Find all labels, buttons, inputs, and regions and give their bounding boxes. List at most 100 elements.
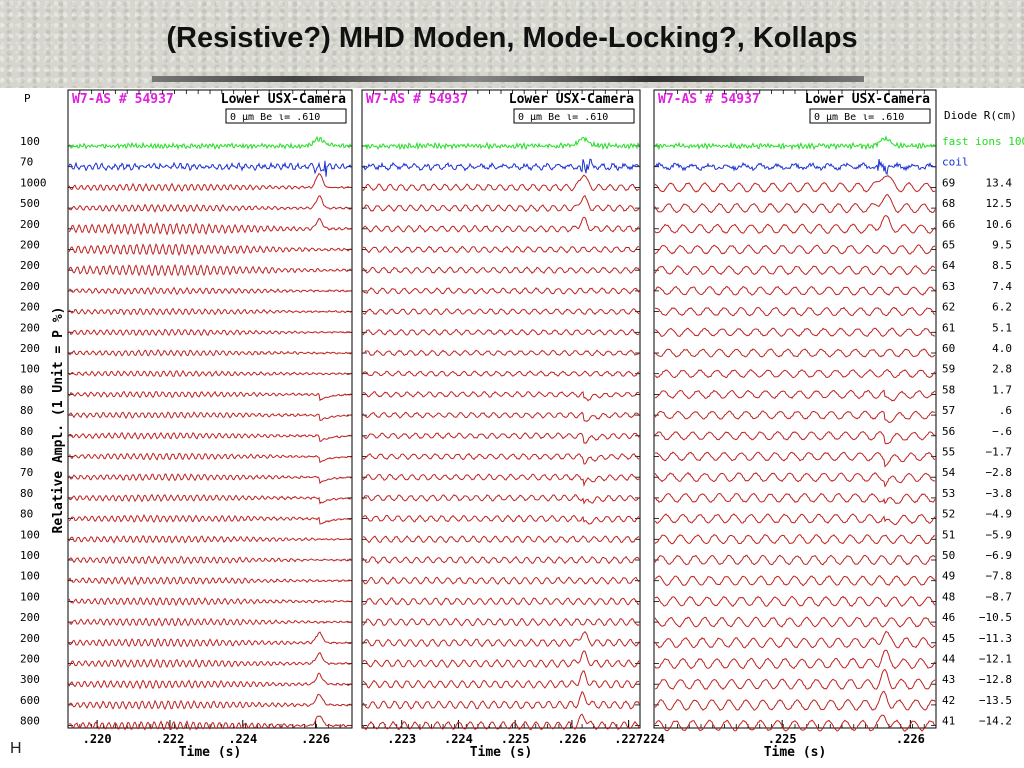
trace-60 [362,349,640,357]
trace-66 [362,216,640,233]
trace-64 [68,263,352,277]
legend-diode-radius: 8.5 [992,259,1012,272]
trace-56 [654,430,936,445]
trace-50 [654,554,936,566]
x-tick-label: .226 [301,732,330,746]
legend-diode-number: 55 [942,446,955,459]
trace-48 [654,595,936,608]
trace-55 [68,452,352,464]
trace-54 [654,471,936,488]
p-value-label: 200 [20,321,40,334]
trace-65 [654,244,936,255]
panel-header-right: Lower USX-Camera [221,92,346,107]
p-value-label: 300 [20,673,40,686]
legend-diode-radius: 4.0 [992,342,1012,355]
trace-56 [68,431,352,442]
x-tick-label: .220 [83,732,112,746]
trace-53 [654,492,936,505]
legend-diode-number: 59 [942,363,955,376]
legend-diode-radius: 1.7 [992,383,1012,396]
trace-66 [68,217,352,236]
trace-48 [362,597,640,606]
legend-diode-radius: −10.5 [979,611,1012,624]
trace-58 [363,390,640,402]
p-value-label: 200 [20,280,40,293]
trace-54 [68,473,352,485]
slide-title: (Resistive?) MHD Moden, Mode-Locking?, K… [166,22,858,54]
p-value-label: 100 [20,363,40,376]
trace-55 [362,452,640,465]
legend-diode-number: 46 [942,611,955,624]
filter-box [513,108,635,124]
legend-diode-number: 61 [942,321,955,334]
trace-49 [68,575,352,586]
trace-59 [362,370,640,377]
p-value-label: 500 [20,197,40,210]
diode-legend: Diode R(cm) fast ions 100 coil 69 13.4 68 12.5… [942,109,1024,728]
trace-61 [68,328,352,337]
trace-42 [654,690,936,711]
trace-52 [68,513,352,525]
p-value-label: 200 [20,653,40,666]
legend-series-name: coil [942,156,969,169]
trace-53 [68,493,352,505]
trace-41 [69,715,352,731]
trace-42 [362,690,640,710]
legend-diode-radius: 12.5 [986,197,1013,210]
x-tick-label: .224 [228,732,257,746]
trace-57 [68,411,352,421]
legend-diode-radius: −6.9 [986,549,1013,562]
legend-diode-radius: −1.7 [986,446,1013,459]
p-value-label: 1000 [20,176,47,189]
panel-header-left: W7-AS # 54937 [72,92,174,107]
p-scale-labels: P 100 70 1000 500 200 200 200 200 200 200 200 100 80 8… [20,92,47,728]
trace-51 [68,534,352,544]
legend-diode-number: 41 [942,715,955,728]
filter-box [809,108,931,124]
legend-diode-number: 53 [942,487,955,500]
trace-60 [68,349,352,357]
legend-diode-radius: −8.7 [986,590,1013,603]
trace-54 [362,473,640,487]
filter-label: 0 µm Be ι= .610 [230,112,320,123]
trace-coil [362,158,640,174]
panels: W7-AS # 54937 Lower USX-Camera 0 µm Be ι= … [67,89,937,760]
trace-41 [654,714,936,732]
legend-diode-radius: 6.2 [992,301,1012,314]
legend-diode-radius: −13.5 [979,694,1012,707]
trace-65 [362,245,640,254]
trace-57 [654,410,936,423]
trace-50 [362,555,640,565]
x-axis-label: Time (s) [470,745,533,760]
trace-63 [362,287,640,295]
legend-diode-number: 64 [942,259,956,272]
legend-diode-number: 42 [942,694,955,707]
trace-51 [654,533,935,545]
legend-diode-radius: 13.4 [986,176,1013,189]
trace-59 [654,368,936,379]
trace-62 [362,308,640,316]
p-value-label: 80 [20,425,33,438]
x-tick-label: 224 [643,732,665,746]
p-value-label: 80 [20,404,33,417]
legend-diode-number: 54 [942,466,956,479]
legend-diode-radius: 2.8 [992,363,1012,376]
trace-49 [362,576,640,585]
panel-header-left: W7-AS # 54937 [366,92,468,107]
trace-52 [654,513,936,526]
legend-diode-number: 56 [942,425,955,438]
trace-45 [68,631,351,648]
panel-3: W7-AS # 54937 Lower USX-Camera 0 µm Be ι= … [643,89,937,760]
panel-header-left: W7-AS # 54937 [658,92,760,107]
legend-diode-number: 44 [942,653,956,666]
p-value-label: 200 [20,632,40,645]
legend-diode-radius: 5.1 [992,321,1012,334]
trace-52 [362,514,640,525]
trace-64 [362,266,640,274]
legend-diode-radius: −5.9 [986,528,1013,541]
p-value-label: 100 [20,590,40,603]
p-value-label: 80 [20,446,33,459]
trace-56 [362,432,640,444]
title-divider [152,76,864,82]
